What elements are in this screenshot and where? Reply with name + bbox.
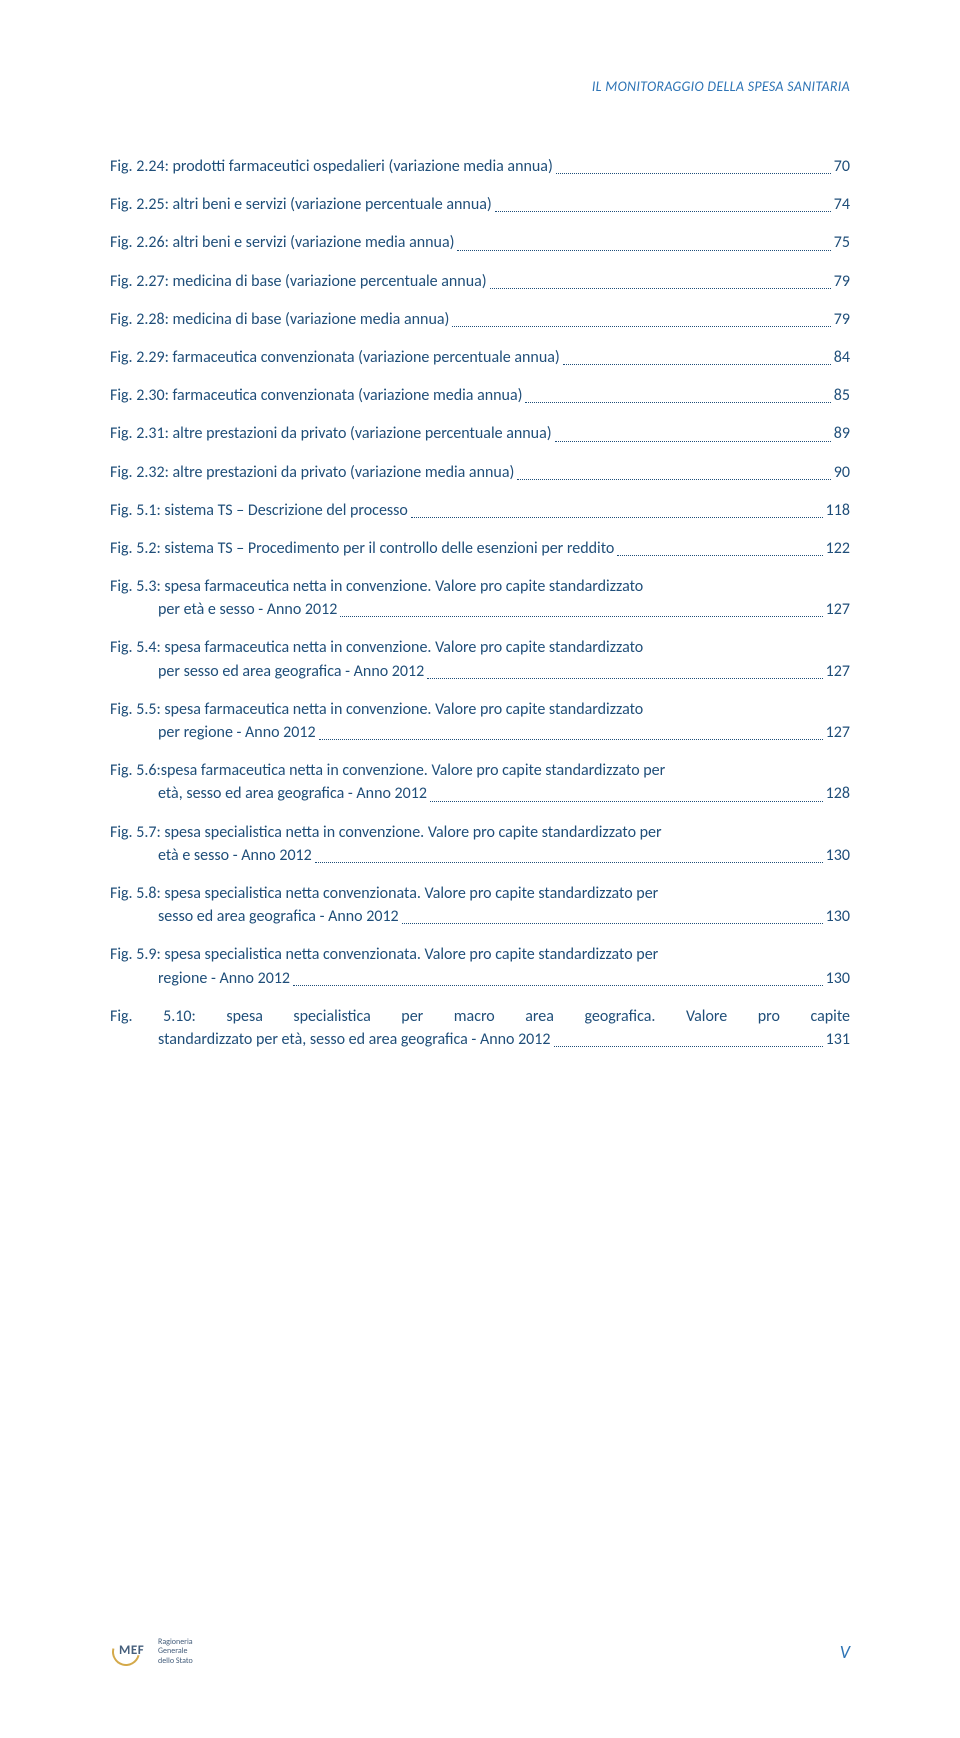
toc-entry: Fig. 2.29: farmaceutica convenzionata (v… [110,346,850,369]
toc-entry-line2: età e sesso - Anno 2012130 [110,844,850,867]
toc-entry-label: Fig. 2.27: medicina di base (variazione … [110,270,487,293]
toc-entry: Fig. 5.8: spesa specialistica netta conv… [110,882,850,928]
toc-leader-dots [556,173,831,174]
toc-entry-page: 89 [834,422,850,445]
toc-leader-dots [293,985,823,986]
toc-entry: Fig. 2.32: altre prestazioni da privato … [110,461,850,484]
toc-entry-label: Fig. 2.25: altri beni e servizi (variazi… [110,193,492,216]
toc-entry: Fig. 2.30: farmaceutica convenzionata (v… [110,384,850,407]
toc-entry-line2: per età e sesso - Anno 2012127 [110,598,850,621]
toc-leader-dots [452,326,830,327]
toc-entry: Fig. 2.25: altri beni e servizi (variazi… [110,193,850,216]
toc-entry-page: 127 [826,598,850,621]
toc-entry-page: 90 [834,461,850,484]
toc-entry-line1: Fig. 5.9: spesa specialistica netta conv… [110,943,850,966]
toc-entry-line1: Fig. 5.6:spesa farmaceutica netta in con… [110,759,850,782]
toc-leader-dots [411,517,823,518]
toc-entry: Fig.5.10:spesaspecialisticapermacroareag… [110,1005,850,1051]
toc-entry-line2: età, sesso ed area geografica - Anno 201… [110,782,850,805]
toc-entry: Fig. 5.2: sistema TS – Procedimento per … [110,537,850,560]
toc-entry-page: 128 [826,782,850,805]
toc-entry-page: 130 [826,905,850,928]
toc-entry-label: Fig. 2.32: altre prestazioni da privato … [110,461,514,484]
page-footer: MEF Ragioneria Generale dello Stato V [110,1636,850,1668]
toc-leader-dots [554,1046,823,1047]
toc-entry-page: 127 [826,721,850,744]
toc-leader-dots [563,364,831,365]
toc-entry-line1: Fig. 5.4: spesa farmaceutica netta in co… [110,636,850,659]
mef-logo-block: MEF Ragioneria Generale dello Stato [110,1636,193,1668]
toc-entry-line2: per regione - Anno 2012127 [110,721,850,744]
toc-entry-label: Fig. 2.28: medicina di base (variazione … [110,308,449,331]
toc-entry-label: Fig. 5.2: sistema TS – Procedimento per … [110,537,614,560]
toc-entry-page: 70 [834,155,850,178]
toc-entry: Fig. 2.27: medicina di base (variazione … [110,270,850,293]
toc-entry: Fig. 2.31: altre prestazioni da privato … [110,422,850,445]
toc-entry-page: 84 [834,346,850,369]
toc-leader-dots [319,739,823,740]
toc-leader-dots [427,678,822,679]
toc-leader-dots [430,801,823,802]
toc-entry-label: Fig. 2.29: farmaceutica convenzionata (v… [110,346,560,369]
toc-entry-page: 131 [826,1028,850,1051]
toc-entry-line1: Fig. 5.3: spesa farmaceutica netta in co… [110,575,850,598]
toc-entry-line1: Fig. 5.8: spesa specialistica netta conv… [110,882,850,905]
toc-leader-dots [315,862,823,863]
toc-entry: Fig. 5.7: spesa specialistica netta in c… [110,821,850,867]
toc-entry: Fig. 2.28: medicina di base (variazione … [110,308,850,331]
toc-entry-page: 122 [826,537,850,560]
toc-leader-dots [517,479,830,480]
mef-logo-label: Ragioneria Generale dello Stato [158,1638,193,1666]
toc-entry-line1: Fig.5.10:spesaspecialisticapermacroareag… [110,1005,850,1028]
toc-entry-label: Fig. 2.24: prodotti farmaceutici ospedal… [110,155,553,178]
toc-entry-line2: standardizzato per età, sesso ed area ge… [110,1028,850,1051]
toc-leader-dots [555,441,831,442]
toc-entry-page: 75 [834,231,850,254]
page-number-roman: V [840,1641,850,1663]
toc-entry-line1: Fig. 5.5: spesa farmaceutica netta in co… [110,698,850,721]
toc-entry: Fig. 5.3: spesa farmaceutica netta in co… [110,575,850,621]
toc-entry-page: 85 [834,384,850,407]
toc-entry: Fig. 5.9: spesa specialistica netta conv… [110,943,850,989]
toc-leader-dots [525,402,830,403]
toc-entry-page: 130 [826,967,850,990]
toc-entry-line2: sesso ed area geografica - Anno 2012130 [110,905,850,928]
toc-entry-line2: per sesso ed area geografica - Anno 2012… [110,660,850,683]
toc-entry-label: Fig. 5.1: sistema TS – Descrizione del p… [110,499,408,522]
toc-entry-page: 127 [826,660,850,683]
toc-entry-label: Fig. 2.26: altri beni e servizi (variazi… [110,231,454,254]
toc-leader-dots [457,250,830,251]
toc-leader-dots [402,923,823,924]
toc-entry: Fig. 5.4: spesa farmaceutica netta in co… [110,636,850,682]
toc-entry-page: 79 [834,270,850,293]
toc-leader-dots [617,555,822,556]
toc-leader-dots [495,211,831,212]
toc-entry-label: Fig. 2.31: altre prestazioni da privato … [110,422,552,445]
toc-entry-page: 130 [826,844,850,867]
toc-entry-page: 74 [834,193,850,216]
toc-entry: Fig. 5.5: spesa farmaceutica netta in co… [110,698,850,744]
mef-logo-icon: MEF [110,1636,152,1668]
toc-list: Fig. 2.24: prodotti farmaceutici ospedal… [110,155,850,1066]
toc-entry-page: 79 [834,308,850,331]
running-header: IL MONITORAGGIO DELLA SPESA SANITARIA [592,78,850,95]
toc-leader-dots [340,616,822,617]
toc-leader-dots [490,288,831,289]
toc-entry-label: Fig. 2.30: farmaceutica convenzionata (v… [110,384,522,407]
toc-entry-line1: Fig. 5.7: spesa specialistica netta in c… [110,821,850,844]
toc-entry: Fig. 5.6:spesa farmaceutica netta in con… [110,759,850,805]
toc-entry-line2: regione - Anno 2012130 [110,967,850,990]
toc-entry: Fig. 2.24: prodotti farmaceutici ospedal… [110,155,850,178]
toc-entry: Fig. 5.1: sistema TS – Descrizione del p… [110,499,850,522]
toc-entry: Fig. 2.26: altri beni e servizi (variazi… [110,231,850,254]
toc-entry-page: 118 [826,499,850,522]
